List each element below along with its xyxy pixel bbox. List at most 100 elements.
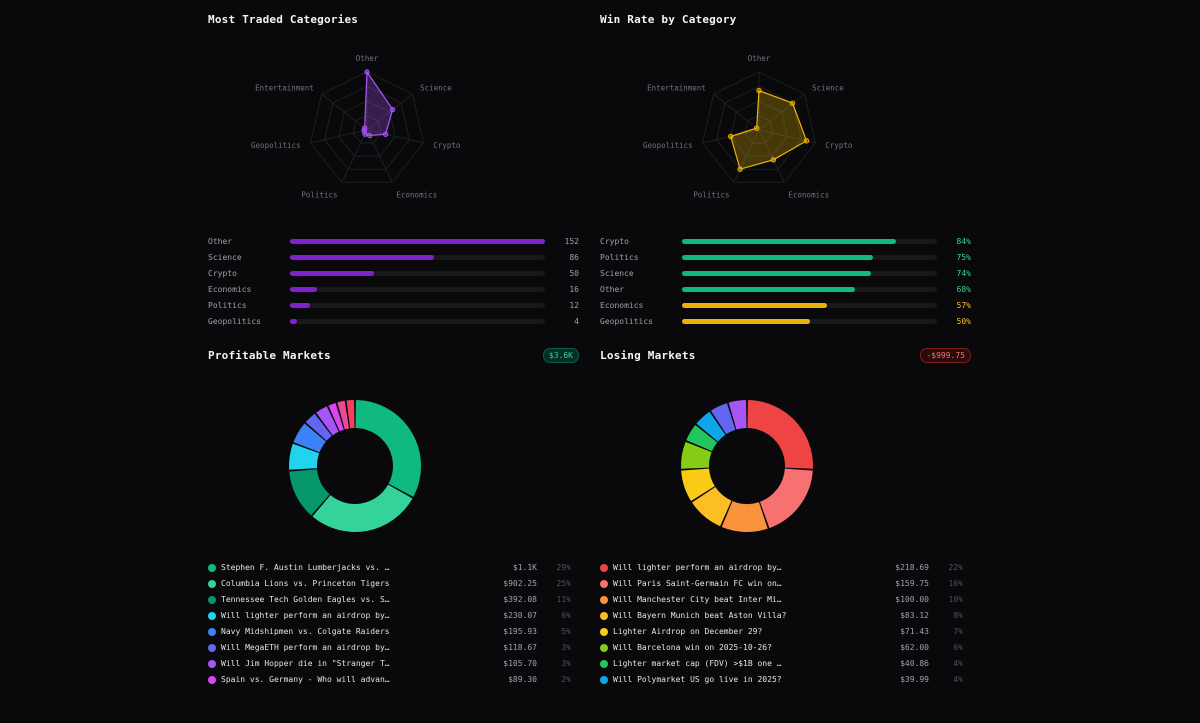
donut-slice[interactable] [692,487,732,527]
donut-slice[interactable] [747,400,813,469]
legend-value: $71.43 [900,627,929,636]
bar-value: 50 [569,269,579,278]
radar-point-economics[interactable] [770,157,777,163]
legend-percent: 25% [556,579,571,588]
legend-dot [600,644,608,652]
legend-item[interactable]: Spain vs. Germany - Who will advan… $89.3… [208,673,571,687]
bar-label: Other [600,285,625,294]
bar-row[interactable]: Politics 12 [208,300,579,312]
legend-item[interactable]: Lighter Airdrop on December 29? $71.43 7% [600,625,963,639]
radar-point-entertainment[interactable] [361,125,368,131]
radar-point-politics[interactable] [737,166,743,172]
legend-percent: 6% [953,643,963,652]
bar-row[interactable]: Crypto 84% [600,236,971,248]
legend-market-name: Navy Midshipmen vs. Colgate Raiders [221,627,390,636]
legend-item[interactable]: Will Barcelona win on 2025-10-26? $62.00 6… [600,641,963,655]
bar-row[interactable]: Science 86 [208,252,579,264]
bar-row[interactable]: Other 152 [208,236,579,248]
losing-title: Losing Markets [600,349,696,362]
donut-slice[interactable] [710,403,736,435]
bar-track [290,287,545,292]
bar-row[interactable]: Science 74% [600,268,971,280]
radar-spoke [366,93,413,131]
bar-row[interactable]: Economics 16 [208,284,579,296]
legend-market-name: Will lighter perform an airdrop by… [221,611,390,620]
bar-label: Geopolitics [208,317,261,326]
radar-point-other[interactable] [364,69,370,75]
radar-point-geopolitics[interactable] [728,133,734,140]
radar-point-crypto[interactable] [803,138,810,144]
radar-point-crypto[interactable] [382,131,389,137]
donut-slice[interactable] [312,484,413,532]
donut-slice[interactable] [728,400,747,430]
donut-slice[interactable] [337,400,350,430]
legend-value: $1.1K [512,563,537,572]
legend-percent: 29% [556,563,571,572]
legend-dot [600,676,608,684]
legend-item[interactable]: Tennessee Tech Golden Eagles vs. S… $392.… [208,593,571,607]
donut-slice[interactable] [305,413,332,441]
legend-dot [600,660,608,668]
bar-row[interactable]: Economics 57% [600,300,971,312]
donut-slice[interactable] [681,468,715,501]
donut-slice[interactable] [721,501,768,532]
radar-point-science[interactable] [789,100,796,106]
donut-slice[interactable] [346,400,355,429]
most-traded-radar: Other Science Crypto Economics Politics Geopo… [251,54,461,199]
legend-item[interactable]: Will MegaETH perform an airdrop by… $118.… [208,641,571,655]
legend-item[interactable]: Will Polymarket US go live in 2025? $39.9… [600,673,963,687]
donut-slice[interactable] [289,469,330,516]
legend-item[interactable]: Columbia Lions vs. Princeton Tigers $902.… [208,577,571,591]
legend-percent: 10% [948,595,963,604]
legend-market-name: Will Barcelona win on 2025-10-26? [613,643,772,652]
donut-slice[interactable] [686,425,718,452]
radar-spoke [341,129,368,183]
legend-market-name: Lighter Airdrop on December 29? [613,627,763,636]
legend-item[interactable]: Will Paris Saint-Germain FC win on… $159.… [600,577,963,591]
radar-axis-label: Other [748,54,771,63]
donut-slice[interactable] [289,443,320,470]
bar-fill [682,303,828,308]
bar-row[interactable]: Politics 75% [600,252,971,264]
radar-point-entertainment[interactable] [753,125,760,131]
bar-row[interactable]: Other 68% [600,284,971,296]
legend-item[interactable]: Will lighter perform an airdrop by… $230.… [208,609,571,623]
legend-item[interactable]: Will Bayern Munich beat Aston Villa? $83.… [600,609,963,623]
legend-percent: 11% [556,595,571,604]
radar-spoke [321,93,368,131]
legend-value: $118.67 [503,643,537,652]
legend-item[interactable]: Will lighter perform an airdrop by… $218.… [600,561,963,575]
legend-item[interactable]: Will Manchester City beat Inter Mi… $100.… [600,593,963,607]
legend-value: $89.30 [508,675,537,684]
donut-slice[interactable] [316,406,339,436]
radar-point-science[interactable] [389,106,396,113]
radar-axis-label: Politics [301,190,337,199]
most-traded-title: Most Traded Categories [208,13,359,26]
legend-item[interactable]: Navy Midshipmen vs. Colgate Raiders $195.… [208,625,571,639]
bar-row[interactable]: Crypto 50 [208,268,579,280]
radar-point-other[interactable] [756,87,762,94]
donut-slice[interactable] [328,402,344,432]
bar-row[interactable]: Geopolitics 4 [208,316,579,328]
bar-label: Geopolitics [600,317,653,326]
legend-dot [208,596,216,604]
donut-slice[interactable] [293,423,326,453]
legend-item[interactable]: Lighter market cap (FDV) >$1B one … $40.8… [600,657,963,671]
bar-row[interactable]: Geopolitics 50% [600,316,971,328]
donut-slice[interactable] [681,441,712,469]
bar-value: 12 [569,301,579,310]
legend-percent: 3% [561,643,571,652]
legend-percent: 4% [953,675,963,684]
donut-slice[interactable] [759,468,813,529]
radar-axis-label: Economics [397,190,438,199]
donut-slice[interactable] [696,411,726,442]
radar-spoke [310,129,368,144]
donut-slice[interactable] [355,400,421,497]
radar-point-economics[interactable] [366,132,373,139]
legend-item[interactable]: Stephen F. Austin Lumberjacks vs. … $1.1K… [208,561,571,575]
bar-fill [682,319,810,324]
bar-label: Economics [600,301,644,310]
bar-value: 86 [569,253,579,262]
legend-percent: 5% [561,627,571,636]
legend-item[interactable]: Will Jim Hopper die in "Stranger T… $105.… [208,657,571,671]
